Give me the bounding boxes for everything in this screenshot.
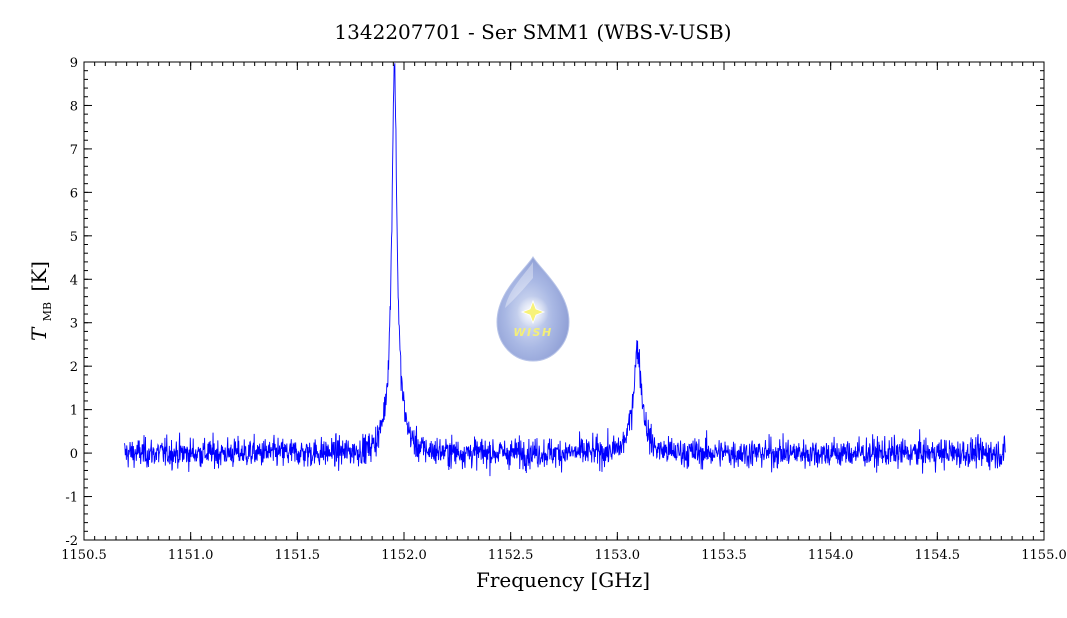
chart-title: 1342207701 - Ser SMM1 (WBS-V-USB)	[334, 20, 731, 44]
y-axis-title: T MB [K]	[27, 261, 56, 341]
y-tick-label: -2	[65, 534, 78, 549]
y-tick-label: 9	[70, 56, 78, 71]
y-tick-label: 7	[70, 143, 78, 158]
y-axis-title-unit: [K]	[27, 261, 51, 292]
star-icon	[520, 299, 546, 325]
plot-layer	[124, 63, 1006, 477]
wish-logo: WISH	[496, 256, 570, 362]
ticks-layer: 1150.5 1151.0 1151.5 1152.0 1152.5 1153.0 1153…	[61, 56, 1067, 563]
x-tick-label: 1154.5	[915, 548, 961, 563]
x-tick-label: 1150.5	[61, 548, 107, 563]
x-axis-title: Frequency [GHz]	[476, 568, 650, 592]
x-tick-label: 1154.0	[808, 548, 854, 563]
y-tick-label: -1	[65, 491, 78, 506]
y-tick-label: 6	[70, 186, 78, 201]
x-tick-label: 1151.5	[275, 548, 321, 563]
x-tick-label: 1153.0	[595, 548, 641, 563]
y-tick-label: 4	[70, 273, 78, 288]
logo-text: WISH	[513, 326, 552, 339]
y-axis-title-sub: MB	[41, 302, 54, 321]
y-tick-label: 1	[70, 404, 78, 419]
y-tick-label: 0	[70, 447, 78, 462]
y-tick-label: 8	[70, 99, 78, 114]
x-tick-label: 1153.5	[701, 548, 747, 563]
y-tick-label: 3	[70, 317, 78, 332]
y-tick-label: 2	[70, 360, 78, 375]
y-tick-label: 5	[70, 230, 78, 245]
x-tick-label: 1152.5	[488, 548, 534, 563]
x-tick-label: 1152.0	[381, 548, 427, 563]
x-tick-label: 1155.0	[1021, 548, 1067, 563]
y-axis-title-main: T	[27, 326, 51, 341]
x-tick-label: 1151.0	[168, 548, 214, 563]
spectrum-series-line	[124, 63, 1006, 477]
